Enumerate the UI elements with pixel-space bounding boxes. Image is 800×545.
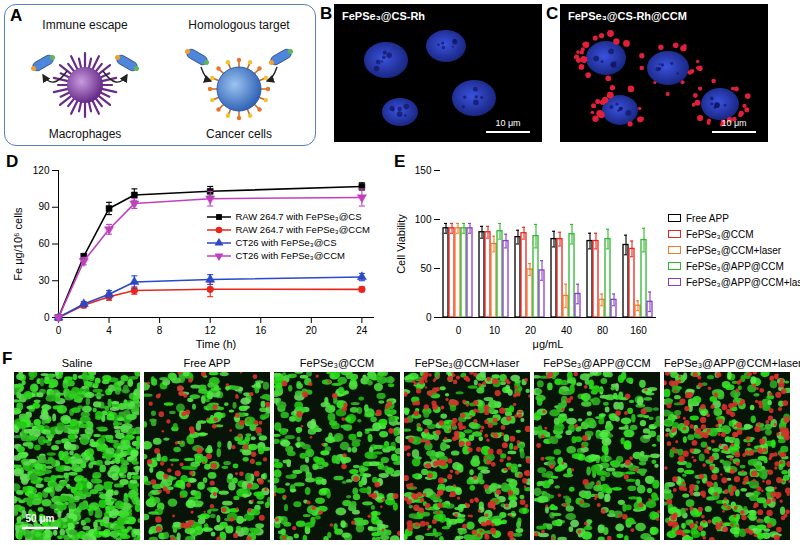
html-text:FePSe₃@APP@CCM: FePSe₃@APP@CCM [686, 260, 784, 272]
html-text:Free APP: Free APP [686, 212, 729, 224]
svg-text:FePSe₃@CS-Rh: FePSe₃@CS-Rh [342, 10, 425, 22]
html-text:FePSe₃@CCM: FePSe₃@CCM [299, 357, 375, 369]
svg-text:20: 20 [306, 325, 318, 336]
svg-text:8: 8 [157, 325, 163, 336]
html-text:RAW 264.7 with FePSe₃@CS: RAW 264.7 with FePSe₃@CS [235, 211, 362, 222]
svg-text:Macrophages: Macrophages [49, 127, 122, 141]
svg-text:50 μm: 50 μm [26, 513, 55, 524]
svg-text:20: 20 [525, 325, 537, 336]
html-text:B: B [320, 4, 333, 23]
svg-text:90: 90 [38, 201, 50, 212]
svg-text:10 μm: 10 μm [495, 118, 520, 128]
html-text:C: C [546, 4, 559, 23]
html-text:D: D [6, 152, 19, 171]
html-text:μg/mL: μg/mL [532, 338, 564, 350]
svg-text:160: 160 [630, 325, 647, 336]
html-text:Fe μg/10⁶ cells: Fe μg/10⁶ cells [12, 206, 24, 281]
html-text:Cell Viability: Cell Viability [395, 213, 407, 274]
html-text:CT26 with FePSe₃@CCM: CT26 with FePSe₃@CCM [235, 250, 345, 261]
svg-text:0: 0 [456, 325, 462, 336]
html-text:Free APP: Free APP [183, 357, 231, 369]
html-text:A: A [10, 6, 23, 25]
svg-text:10: 10 [489, 325, 501, 336]
svg-text:0: 0 [56, 325, 62, 336]
html-text:FePSe₃@CCM+laser: FePSe₃@CCM+laser [414, 357, 520, 369]
html-text:F: F [2, 349, 13, 368]
svg-text:0: 0 [44, 312, 50, 323]
svg-text:Cancer cells: Cancer cells [206, 127, 272, 141]
svg-text:16: 16 [255, 325, 267, 336]
svg-text:80: 80 [597, 325, 609, 336]
html-text:FePSe₃@APP@CCM: FePSe₃@APP@CCM [543, 357, 651, 369]
svg-text:30: 30 [38, 275, 50, 286]
html-text:FePSe₃@CCM: FePSe₃@CCM [686, 228, 754, 240]
svg-text:150: 150 [415, 165, 432, 176]
svg-text:Homologous target: Homologous target [188, 18, 290, 32]
svg-text:40: 40 [561, 325, 573, 336]
html-text:CT26 with FePSe₃@CS: CT26 with FePSe₃@CS [235, 237, 337, 248]
svg-text:0: 0 [426, 312, 432, 323]
svg-text:Immune escape: Immune escape [42, 18, 128, 32]
svg-text:12: 12 [205, 325, 217, 336]
html-text:Saline: Saline [61, 357, 93, 369]
svg-text:120: 120 [33, 165, 50, 176]
html-text:E: E [394, 152, 406, 171]
svg-text:4: 4 [106, 325, 112, 336]
svg-text:100: 100 [415, 214, 432, 225]
svg-text:60: 60 [38, 238, 50, 249]
svg-text:10 μm: 10 μm [721, 118, 746, 128]
svg-text:24: 24 [356, 325, 368, 336]
html-text:Time (h): Time (h) [195, 338, 237, 350]
svg-text:50: 50 [420, 263, 432, 274]
html-text:FePSe₃@CCM+laser: FePSe₃@CCM+laser [686, 244, 782, 256]
svg-text:FePSe₃@CS-Rh@CCM: FePSe₃@CS-Rh@CCM [568, 10, 687, 22]
html-text:RAW 264.7 with FePSe₃@CCM: RAW 264.7 with FePSe₃@CCM [235, 224, 370, 235]
